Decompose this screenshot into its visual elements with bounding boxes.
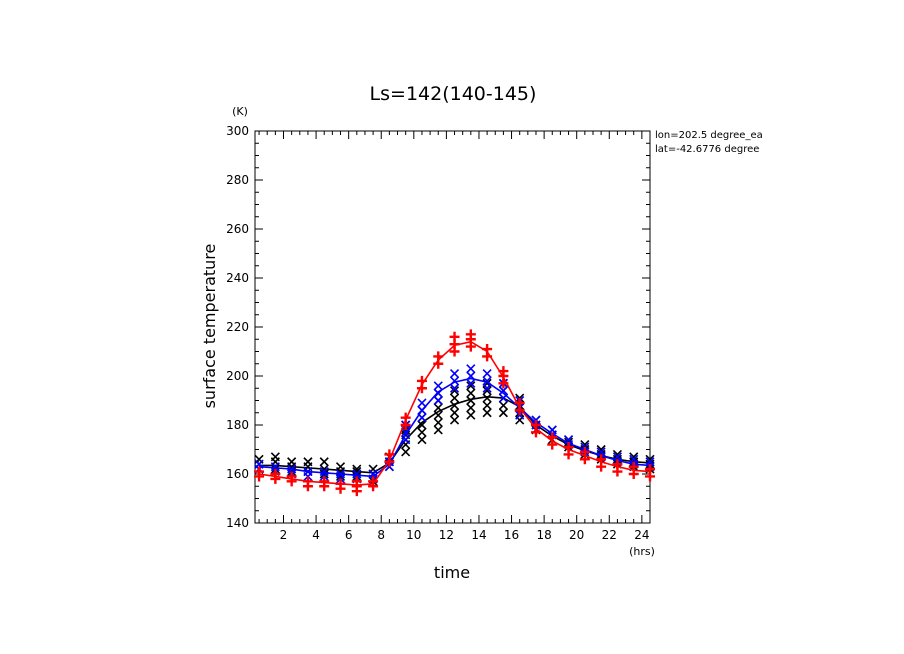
x-tick-label: 12 [439, 528, 454, 542]
series-line [258, 340, 651, 486]
series-1 [254, 364, 655, 484]
data-point [449, 368, 460, 379]
data-point [612, 459, 623, 470]
data-point [482, 383, 492, 393]
annotation-lat: lat=-42.6776 degree [655, 144, 759, 155]
data-point [498, 408, 508, 418]
data-point [645, 464, 655, 475]
data-point [449, 408, 460, 418]
x-tick-label: 8 [377, 528, 385, 542]
y-tick-label: 280 [226, 173, 249, 187]
y-tick-label: 260 [226, 222, 249, 236]
data-point [384, 449, 395, 460]
data-point [596, 454, 607, 465]
data-point [482, 393, 492, 403]
data-point [270, 462, 280, 472]
data-point [482, 408, 492, 418]
data-point [498, 386, 508, 396]
data-point [335, 462, 346, 472]
x-axis-unit: (hrs) [629, 545, 655, 558]
data-point [466, 388, 476, 398]
data-point [466, 403, 476, 413]
data-point [629, 454, 639, 464]
y-tick-label: 200 [226, 369, 249, 383]
data-point [645, 457, 655, 467]
data-point [449, 415, 460, 425]
series-line [259, 377, 651, 478]
chart-title: Ls=142(140-145) [370, 83, 537, 105]
data-point [465, 329, 476, 340]
x-tick-label: 10 [406, 528, 421, 542]
data-point [482, 386, 492, 396]
data-point [612, 449, 622, 459]
x-tick-label: 14 [471, 528, 486, 542]
data-point [270, 469, 281, 479]
data-point [303, 457, 313, 467]
series-line [259, 396, 651, 474]
data-point [287, 457, 297, 467]
data-point [254, 466, 265, 477]
data-point [319, 457, 329, 467]
y-tick-label: 180 [226, 418, 249, 432]
data-point [449, 386, 460, 396]
data-point [319, 476, 330, 487]
data-point [401, 447, 411, 457]
series-0 [254, 378, 655, 486]
x-tick-label: 4 [312, 528, 320, 542]
data-point [482, 368, 492, 379]
data-point [449, 393, 460, 403]
data-point [498, 400, 508, 410]
data-point [270, 452, 280, 462]
data-point [433, 381, 443, 391]
data-point [466, 395, 476, 406]
data-point [368, 476, 379, 487]
series-group [254, 329, 655, 497]
y-axis-unit: (K) [232, 105, 248, 118]
data-point [417, 427, 427, 437]
annotation-lon: lon=202.5 degree_ea [655, 130, 763, 141]
axis-ticks [255, 130, 651, 524]
data-point [433, 417, 443, 428]
y-tick-label: 220 [226, 320, 249, 334]
data-point [319, 466, 329, 477]
data-point [466, 381, 476, 391]
x-tick-label: 6 [345, 528, 353, 542]
data-point [417, 435, 427, 445]
data-point [433, 395, 443, 406]
plot-frame [254, 130, 651, 524]
y-tick-label: 140 [226, 516, 249, 530]
data-point [286, 471, 297, 482]
data-point [433, 425, 443, 435]
series-2 [254, 329, 655, 497]
data-point [352, 469, 362, 479]
data-point [449, 331, 460, 342]
x-tick-label: 16 [504, 528, 519, 542]
data-point [629, 452, 639, 462]
data-point [645, 454, 655, 464]
y-tick-label: 240 [226, 271, 249, 285]
x-tick-label: 24 [634, 528, 649, 542]
x-tick-label: 22 [602, 528, 617, 542]
data-point [466, 378, 476, 388]
data-point [466, 364, 476, 374]
data-point [596, 444, 606, 455]
y-tick-label: 160 [226, 467, 249, 481]
x-tick-label: 18 [536, 528, 551, 542]
data-point [466, 410, 476, 420]
data-point [449, 383, 460, 393]
y-tick-label: 300 [226, 124, 249, 138]
data-point [417, 420, 427, 430]
x-tick-label: 20 [569, 528, 584, 542]
data-point [401, 435, 411, 445]
data-point [580, 440, 590, 450]
y-axis-label: surface temperature [200, 244, 219, 409]
data-point [417, 398, 427, 408]
x-axis-label: time [434, 563, 470, 582]
data-point [482, 400, 492, 410]
x-tick-label: 2 [280, 528, 288, 542]
